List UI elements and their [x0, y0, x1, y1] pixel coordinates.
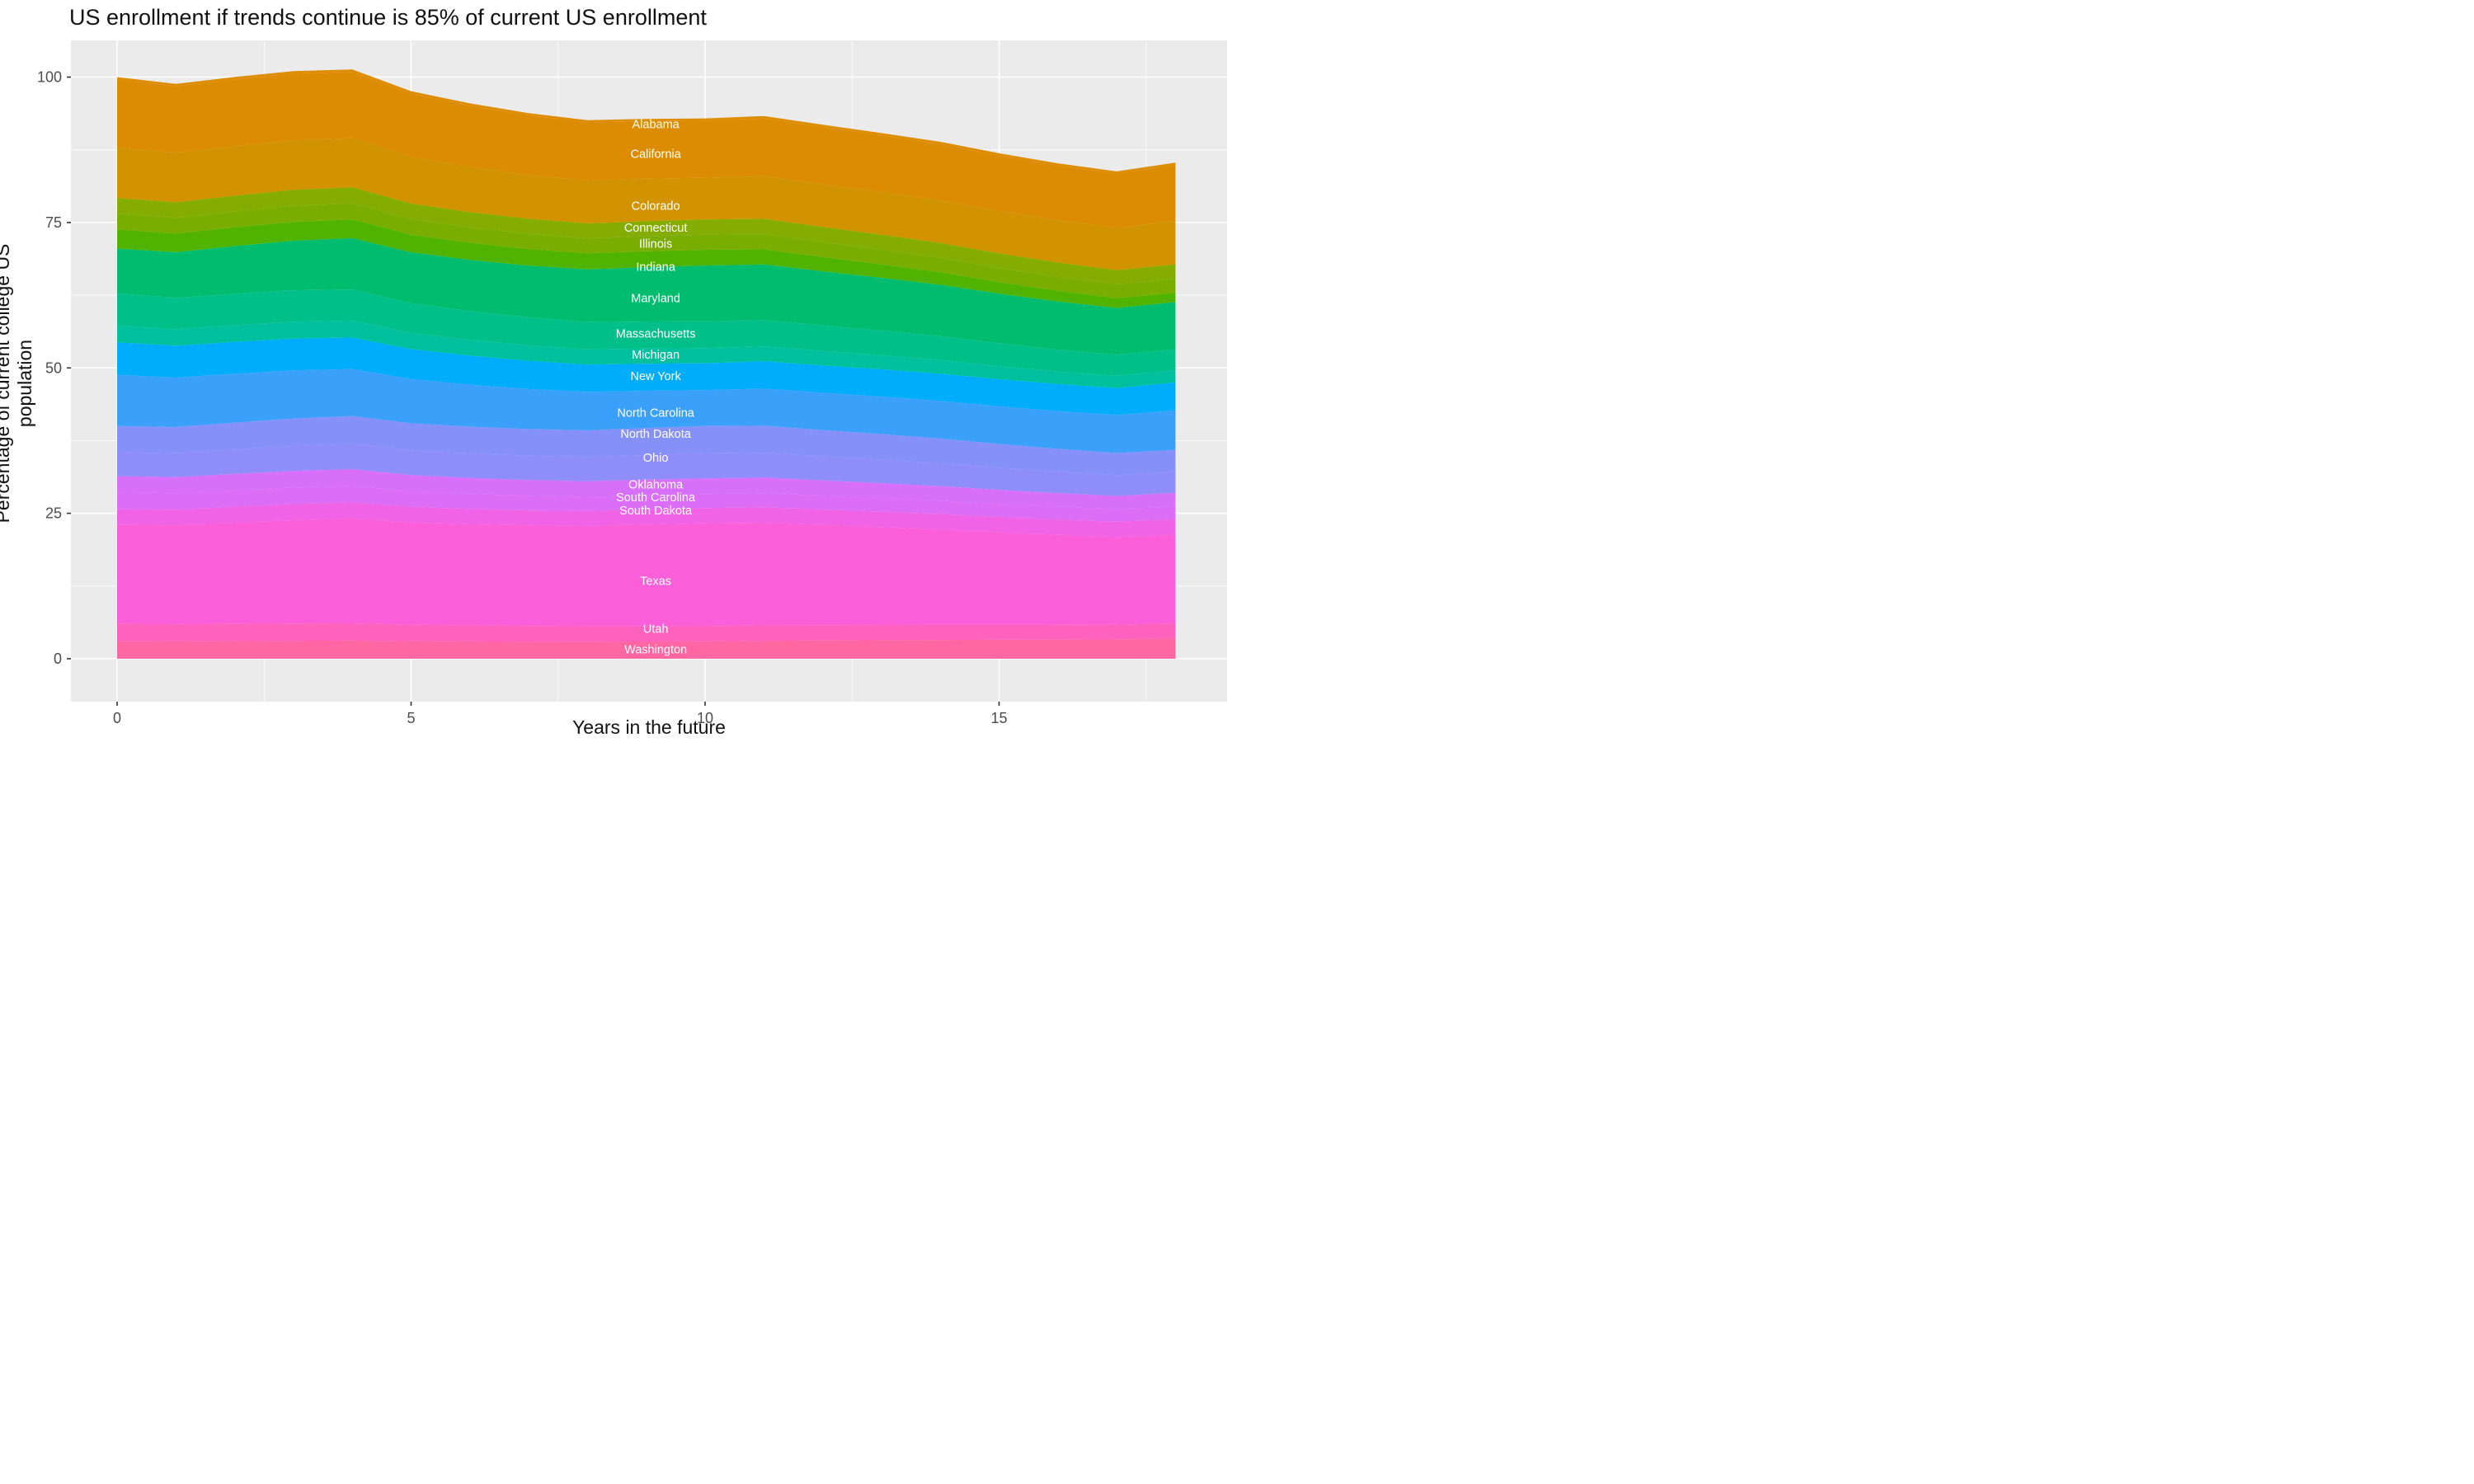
area-south-dakota: [117, 502, 1176, 538]
state-label-texas: Texas: [640, 575, 671, 588]
x-tick-label: 5: [407, 710, 415, 726]
x-tick-label: 10: [697, 710, 713, 726]
state-label-massachusetts: Massachusetts: [616, 328, 696, 341]
area-utah: [117, 623, 1176, 642]
area-maryland: [117, 237, 1176, 355]
area-south-carolina: [117, 486, 1176, 522]
area-california: [117, 72, 1176, 228]
state-label-new-york: New York: [630, 370, 681, 383]
x-axis-title: Years in the future: [572, 716, 726, 738]
state-label-south-carolina: South Carolina: [616, 491, 696, 505]
state-label-connecticut: Connecticut: [624, 222, 688, 235]
area-connecticut: [117, 187, 1176, 284]
area-new-york: [117, 337, 1176, 416]
area-ohio: [117, 444, 1176, 496]
state-label-oklahoma: Oklahoma: [628, 478, 684, 491]
area-north-carolina: [117, 369, 1176, 453]
stacked-area-chart: 0 25 50 75 100 0 5 10 15 Alabama California Colorad…: [37, 40, 1227, 726]
state-label-alabama: Alabama: [632, 119, 680, 132]
x-tick-label: 15: [990, 710, 1007, 726]
plot-page: US enrollment if trends continue is 85% …: [0, 0, 1237, 742]
state-label-ohio: Ohio: [643, 452, 669, 465]
state-label-south-dakota: South Dakota: [619, 505, 693, 518]
y-tick-label: 25: [45, 505, 62, 522]
state-label-illinois: Illinois: [639, 237, 672, 251]
area-michigan: [117, 320, 1176, 388]
area-massachusetts: [117, 289, 1176, 376]
x-tick-label: 0: [113, 710, 121, 726]
area-texas: [117, 518, 1176, 627]
area-alabama: [117, 69, 1176, 174]
state-label-california: California: [630, 148, 681, 162]
state-label-colorado: Colorado: [632, 200, 680, 213]
y-tick-label: 100: [37, 69, 62, 86]
state-label-washington: Washington: [624, 644, 687, 657]
state-label-michigan: Michigan: [632, 349, 680, 362]
y-tick-label: 75: [45, 214, 62, 231]
area-washington: [117, 638, 1176, 659]
area-oklahoma: [117, 469, 1176, 510]
state-label-north-dakota: North Dakota: [620, 428, 691, 441]
area-colorado: [117, 138, 1176, 270]
y-tick-label: 50: [45, 359, 62, 376]
area-indiana: [117, 219, 1176, 308]
state-label-maryland: Maryland: [631, 293, 680, 306]
state-label-north-carolina: North Carolina: [617, 407, 694, 420]
state-label-indiana: Indiana: [636, 261, 676, 274]
y-tick-label: 0: [54, 650, 62, 667]
area-north-dakota: [117, 416, 1176, 476]
state-label-utah: Utah: [643, 622, 669, 636]
page-title: US enrollment if trends continue is 85% …: [69, 5, 707, 30]
